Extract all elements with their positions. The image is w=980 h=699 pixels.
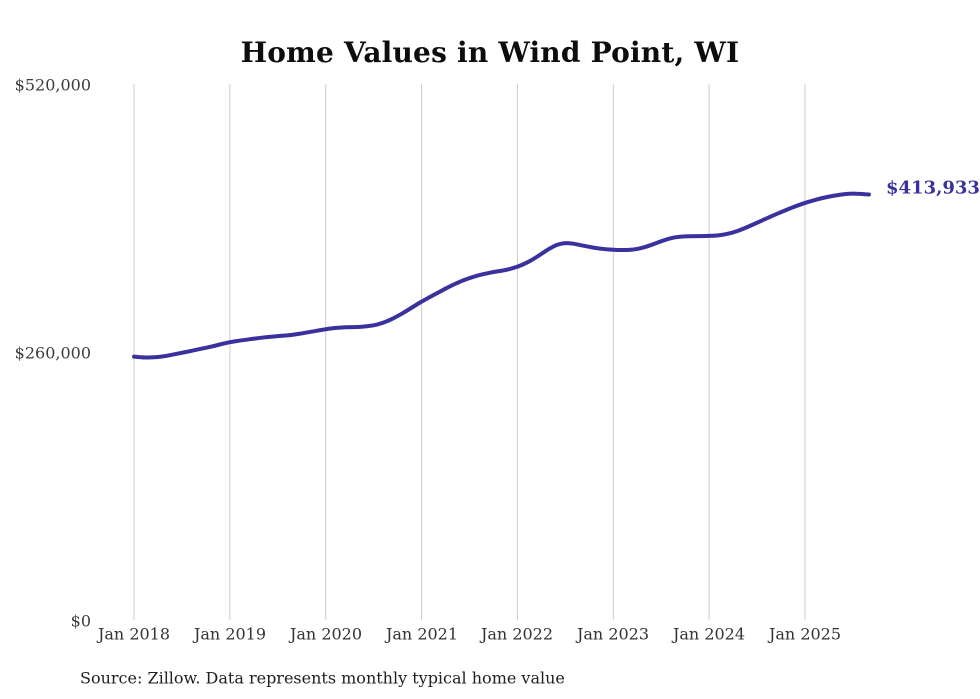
x-tick-label-2021: Jan 2021: [385, 624, 459, 644]
y-tick-label-520k: $520,000: [14, 75, 91, 95]
y-tick-label-260k: $260,000: [14, 343, 91, 363]
home-value-line-series: [132, 191, 871, 360]
x-tick-label-2025: Jan 2025: [768, 624, 842, 644]
x-tick-label-2023: Jan 2023: [576, 624, 650, 644]
latest-value-label: $413,933: [886, 177, 980, 199]
source-note: Source: Zillow. Data represents monthly …: [80, 668, 565, 688]
x-tick-label-2018: Jan 2018: [97, 624, 171, 644]
x-tick-label-2020: Jan 2020: [289, 624, 363, 644]
x-tick-label-2019: Jan 2019: [193, 624, 267, 644]
x-tick-label-2024: Jan 2024: [672, 624, 746, 644]
x-tick-label-2022: Jan 2022: [480, 624, 554, 644]
y-tick-label-0: $0: [70, 611, 91, 631]
chart-title: Home Values in Wind Point, WI: [240, 36, 740, 69]
